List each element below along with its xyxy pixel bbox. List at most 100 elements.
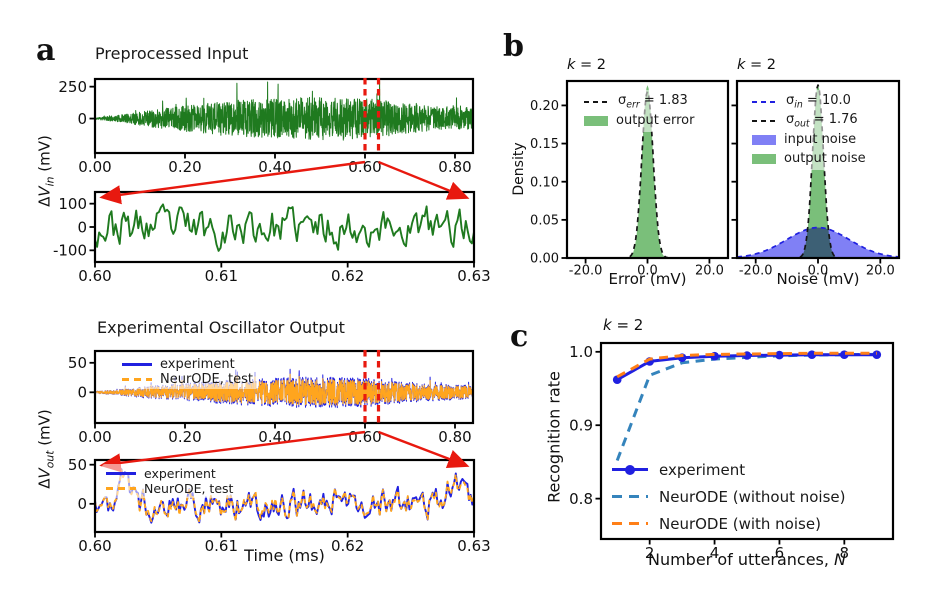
sigma-err-label: σerr = 1.83	[618, 92, 688, 111]
tick-label: 0.05	[530, 214, 559, 229]
output-zoom-legend: experiment NeurODE, test	[102, 464, 240, 498]
noise-plot-legend: σin = 10.0 σout = 1.76 input noise outpu…	[748, 90, 872, 170]
data-point-marker	[612, 375, 622, 385]
tick-label: 0.0	[808, 264, 829, 279]
output-plot-legend: experiment NeurODE, test	[118, 355, 259, 389]
input_full-axes-box	[93, 77, 475, 155]
v-subscript: out	[43, 450, 57, 469]
error_hist-series-group	[626, 85, 669, 257]
density-y-axis-label: Density	[511, 142, 527, 196]
v-symbol: V	[35, 468, 54, 479]
k-value: = 2	[611, 316, 644, 334]
legend-row-experiment: experiment	[122, 357, 253, 372]
tick-label: -100	[53, 242, 87, 260]
tick-label: 0.60	[78, 537, 111, 555]
tick-label: 0.20	[530, 99, 559, 114]
zoom-arrow-right	[378, 430, 470, 468]
series-path	[615, 352, 877, 462]
output_full-series-group	[96, 368, 472, 409]
legend-row-neurode: NeurODE, test	[122, 372, 253, 387]
tick-label: 50	[68, 354, 87, 372]
legend-label: experiment	[160, 357, 235, 372]
legend-row-sigma-err: σerr = 1.83	[584, 92, 694, 111]
legend-label: NeurODE (without noise)	[659, 487, 846, 506]
delta-symbol: Δ	[35, 196, 54, 207]
recognition-axes-box	[599, 341, 895, 541]
series-path	[738, 226, 898, 257]
recognition-legend: experiment NeurODE (without noise) NeurO…	[612, 456, 845, 537]
legend-row-output-noise: output noise	[752, 149, 866, 168]
zoom-arrow-left	[99, 430, 366, 473]
recognition-x-axis-label: Number of utterances, N	[647, 550, 847, 569]
tick-label: 1.0	[569, 343, 593, 361]
legend-label: NeurODE, test	[160, 372, 253, 387]
legend-label: output error	[616, 113, 695, 128]
legend-label: input noise	[784, 132, 857, 147]
legend-label: experiment	[144, 466, 216, 481]
delta-symbol: Δ	[35, 478, 54, 489]
tick-label: 0.20	[168, 158, 201, 176]
teal-dash-swatch	[612, 494, 648, 499]
series-path	[616, 351, 877, 379]
sigma-in-label: σin = 10.0	[786, 92, 851, 111]
tick-label: 0	[77, 384, 87, 402]
legend-row-without-noise: NeurODE (without noise)	[612, 483, 845, 510]
legend-label: output noise	[784, 151, 866, 166]
blue-dash-swatch	[752, 100, 778, 103]
green-patch-swatch	[752, 153, 776, 164]
series-path	[96, 373, 472, 406]
tick-label: 0.61	[205, 537, 238, 555]
input-plot-title: Preprocessed Input	[95, 44, 249, 63]
tick-label: 250	[58, 78, 87, 96]
tick-label: 50	[68, 456, 87, 474]
green-patch-swatch	[584, 115, 608, 126]
noise-x-axis-label: Noise (mV)	[776, 270, 860, 288]
n-symbol: N	[834, 550, 847, 569]
experiment-line-swatch	[106, 472, 136, 475]
legend-row-input-noise: input noise	[752, 130, 866, 149]
input_zoom-series-group	[96, 203, 473, 252]
series-path	[96, 469, 473, 524]
tick-label: 0.00	[530, 252, 559, 267]
input-y-axis-label: ΔVin (mV)	[36, 135, 57, 207]
panel-label-c: c	[510, 319, 529, 354]
k-value: = 2	[575, 57, 606, 73]
output_zoom-series-group	[96, 468, 473, 524]
tick-label: 4	[710, 544, 720, 562]
legend-row-with-noise: NeurODE (with noise)	[612, 510, 845, 537]
tick-label: 0	[77, 218, 87, 236]
error-x-axis-label: Error (mV)	[608, 270, 687, 288]
k-symbol: k	[603, 316, 612, 334]
tick-label: 0.62	[331, 267, 364, 285]
data-point-marker	[775, 350, 784, 360]
series-path	[96, 80, 472, 141]
tick-label: 6	[775, 544, 785, 562]
legend-label: NeurODE (with noise)	[659, 514, 821, 533]
tick-label: 8	[840, 544, 850, 562]
legend-row-neurode: NeurODE, test	[106, 481, 233, 496]
legend-label: NeurODE, test	[144, 481, 234, 496]
unit-label: (mV)	[35, 135, 54, 177]
output-plot-title: Experimental Oscillator Output	[97, 318, 345, 337]
input_full-series-group	[96, 80, 472, 141]
unit-label: (mV)	[35, 409, 54, 451]
noise_hist-series-group	[738, 84, 898, 257]
tick-label: 0.62	[331, 537, 364, 555]
legend-row-experiment: experiment	[106, 466, 233, 481]
output-y-axis-label: ΔVout (mV)	[36, 409, 57, 489]
tick-label: -20.0	[739, 264, 773, 279]
zoom-arrow-right	[378, 160, 470, 200]
legend-row-sigma-in: σin = 10.0	[752, 92, 866, 111]
tick-label: 0.20	[168, 428, 201, 446]
sigma-out-label: σout = 1.76	[786, 111, 858, 130]
noise-plot-k-title: k = 2	[737, 57, 776, 73]
legend-row-experiment: experiment	[612, 456, 845, 483]
legend-label: experiment	[659, 460, 746, 479]
experiment-line-dot-swatch	[612, 467, 648, 472]
tick-label: 0	[77, 110, 87, 128]
tick-label: 20.0	[866, 264, 895, 279]
output_zoom-axes-box	[93, 458, 476, 534]
black-dash-swatch	[752, 119, 778, 122]
